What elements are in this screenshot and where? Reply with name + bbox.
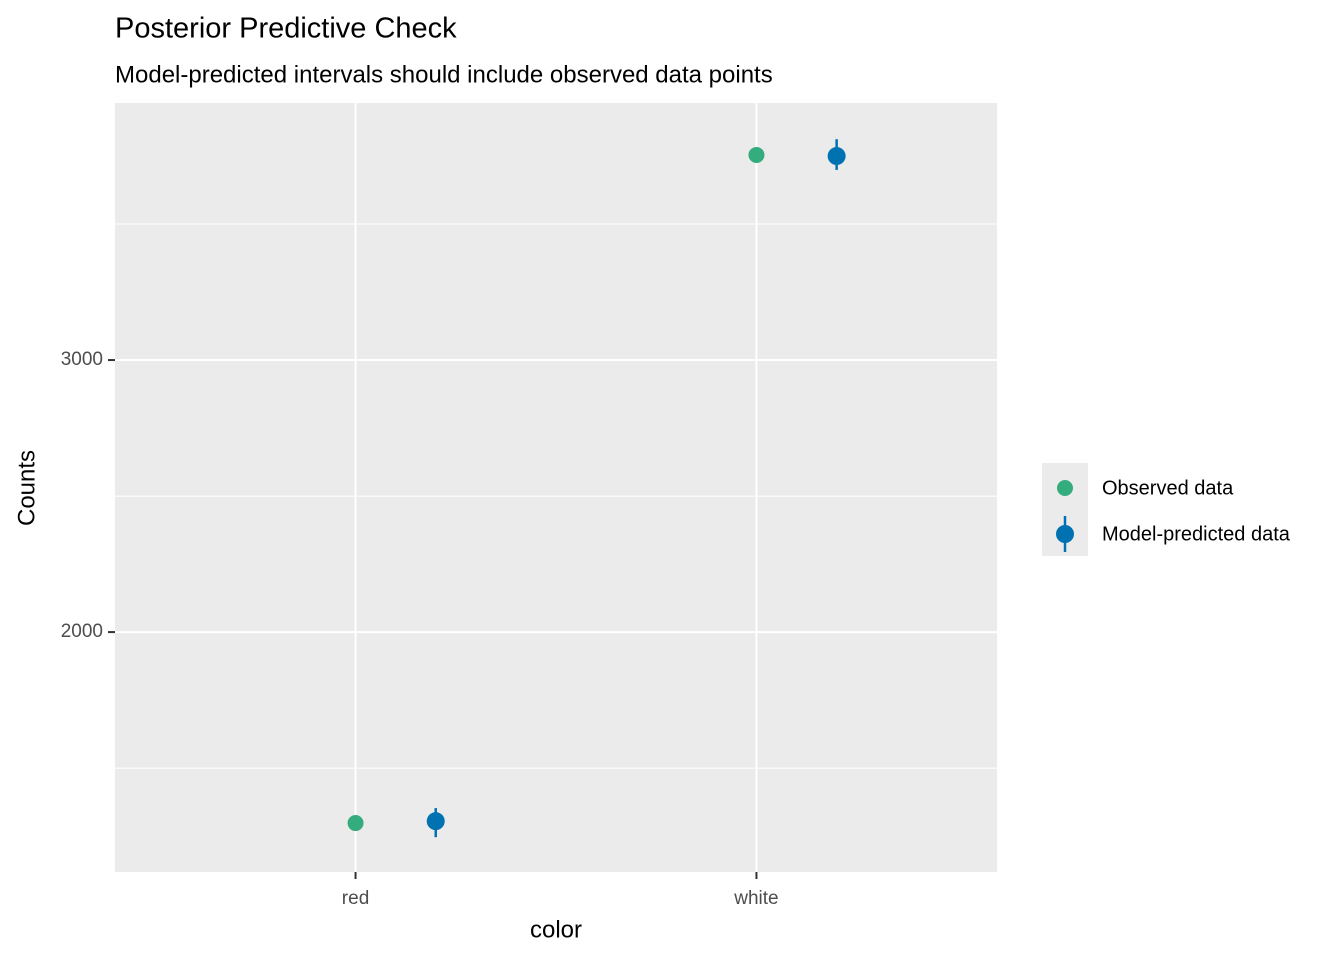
legend-label: Observed data (1102, 477, 1234, 499)
x-tick-label: white (733, 888, 778, 909)
panel (115, 103, 997, 872)
legend-label: Model-predicted data (1102, 523, 1291, 545)
point (748, 146, 765, 163)
point (347, 815, 364, 832)
chart-subtitle: Model-predicted intervals should include… (115, 61, 773, 88)
point (426, 812, 445, 831)
y-tick-label: 3000 (61, 349, 103, 370)
y-axis-title: Counts (13, 450, 40, 526)
x-axis-title: color (530, 916, 582, 943)
x-tick-label: red (342, 888, 369, 909)
legend-key (1056, 525, 1074, 543)
point (827, 147, 846, 166)
chart-title: Posterior Predictive Check (115, 13, 457, 45)
y-tick-label: 2000 (61, 621, 103, 642)
legend-key (1057, 480, 1073, 496)
